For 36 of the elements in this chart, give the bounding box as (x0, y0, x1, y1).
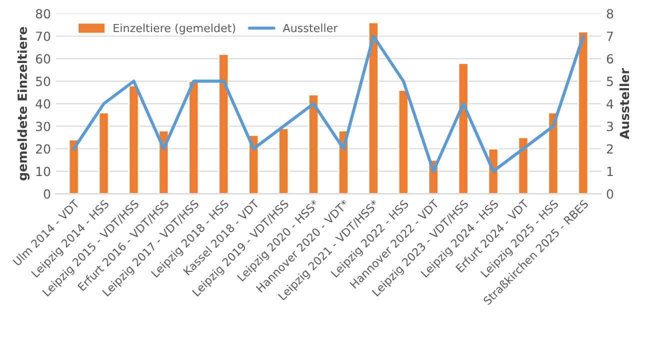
y-tick-label: 40 (36, 99, 50, 109)
y2-tick-label: 0 (606, 189, 614, 199)
y-tick-label: 0 (44, 189, 50, 199)
y2-tick-label: 6 (606, 54, 614, 64)
y2-tick-label: 1 (607, 166, 613, 176)
y-tick-label: 70 (36, 32, 50, 42)
legend-label: Aussteller (282, 24, 338, 32)
bar (578, 30, 589, 194)
y2-tick-label: 3 (606, 122, 613, 132)
bar (308, 94, 320, 194)
bar (68, 139, 80, 194)
bar (398, 89, 409, 194)
y-tick-label: 50 (36, 76, 50, 86)
y2-tick-label: 5 (606, 76, 613, 86)
bar (218, 53, 230, 194)
bar (188, 80, 200, 194)
y-tick-label: 20 (36, 144, 50, 154)
y-tick-label: 30 (36, 122, 50, 132)
line-series (72, 34, 585, 173)
y2-tick-label: 7 (607, 32, 613, 41)
y2-tick-label: 4 (606, 99, 614, 108)
bar (128, 84, 140, 194)
bar (548, 112, 559, 194)
y-tick-label: 80 (36, 9, 50, 19)
bar (248, 134, 260, 194)
y2-axis-title: Aussteller (620, 68, 630, 140)
bar (368, 22, 379, 194)
y-tick-label: 60 (36, 54, 50, 64)
legend-label: Einzeltiere (gemeldet) (114, 24, 236, 34)
bar (458, 62, 469, 194)
y2-tick-label: 2 (606, 144, 613, 154)
y2-tick-label: 8 (606, 9, 614, 19)
y-tick-label: 10 (36, 166, 50, 176)
bar (278, 128, 290, 194)
y-axis-title: gemeldete Einzeltiere (17, 27, 30, 180)
bar (98, 112, 110, 194)
